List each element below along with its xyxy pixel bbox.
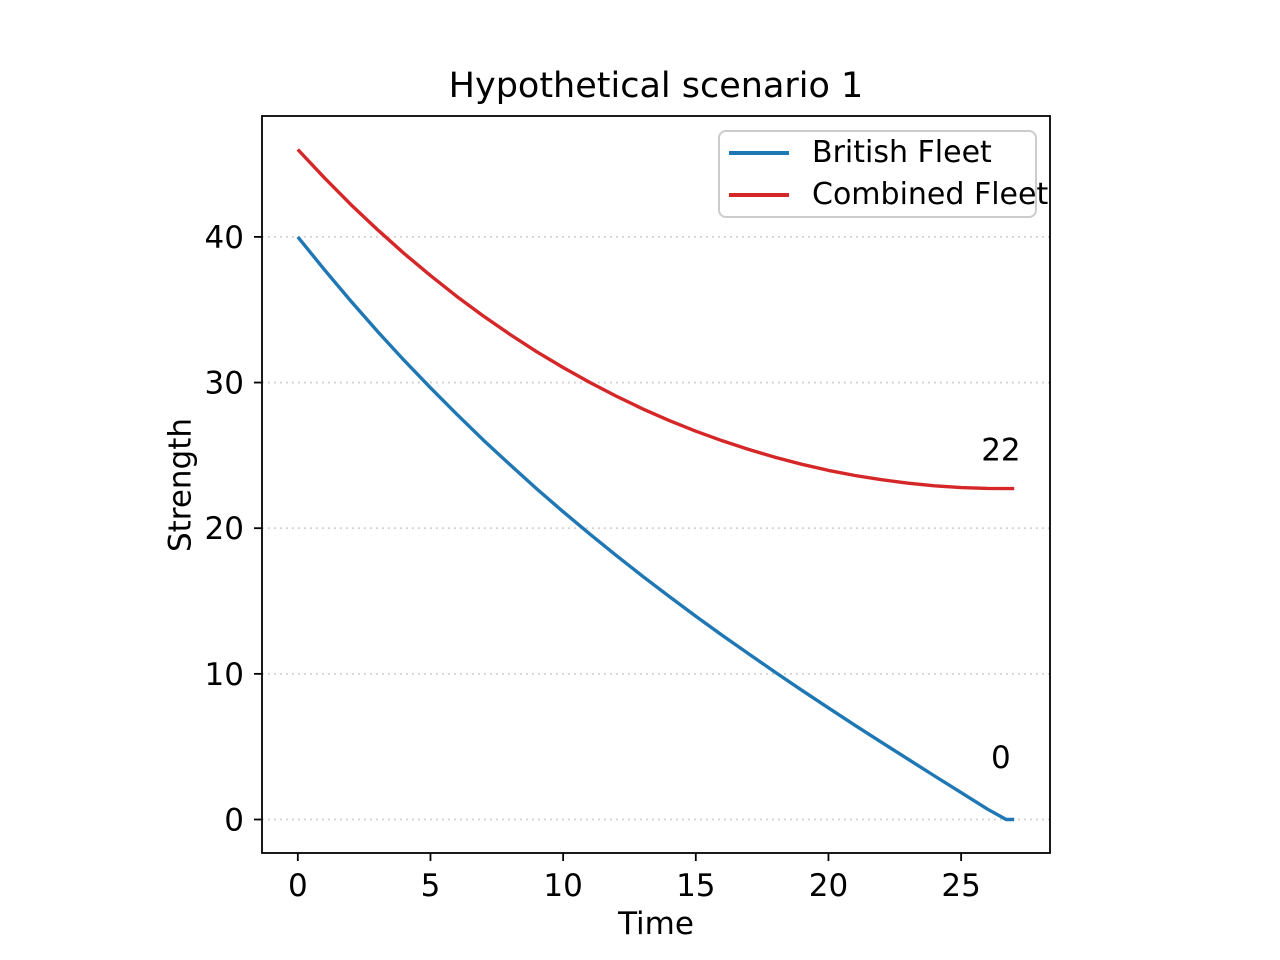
axes-spines bbox=[261, 115, 1051, 854]
legend-item-british-fleet: British Fleet bbox=[720, 132, 1035, 174]
x-tick-label: 25 bbox=[941, 868, 980, 904]
legend-line-swatch-red bbox=[729, 193, 789, 197]
legend-item-combined-fleet: Combined Fleet bbox=[720, 174, 1048, 216]
y-tick-label: 10 bbox=[205, 657, 244, 693]
x-tick-label: 5 bbox=[421, 868, 441, 904]
annotation: 22 bbox=[981, 433, 1020, 469]
x-tick-label: 0 bbox=[288, 868, 308, 904]
x-tick-label: 20 bbox=[809, 868, 848, 904]
series-line-british-fleet bbox=[296, 235, 1015, 822]
x-axis-label: Time bbox=[618, 906, 694, 942]
annotation: 0 bbox=[991, 740, 1011, 776]
x-tick-label: 15 bbox=[676, 868, 715, 904]
y-tick-label: 0 bbox=[224, 803, 244, 839]
y-tick-label: 30 bbox=[205, 366, 244, 402]
y-tick-label: 20 bbox=[205, 511, 244, 547]
chart-title: Hypothetical scenario 1 bbox=[448, 66, 864, 106]
y-tick-label: 40 bbox=[205, 220, 244, 256]
y-axis-label: Strength bbox=[162, 417, 199, 553]
series-line-combined-fleet bbox=[296, 148, 1015, 491]
x-tick-label: 10 bbox=[543, 868, 582, 904]
legend-label-combined-fleet: Combined Fleet bbox=[812, 177, 1049, 212]
legend-line-swatch-blue bbox=[729, 151, 789, 155]
legend: British Fleet Combined Fleet bbox=[718, 130, 1048, 218]
legend-label-british-fleet: British Fleet bbox=[812, 135, 992, 170]
